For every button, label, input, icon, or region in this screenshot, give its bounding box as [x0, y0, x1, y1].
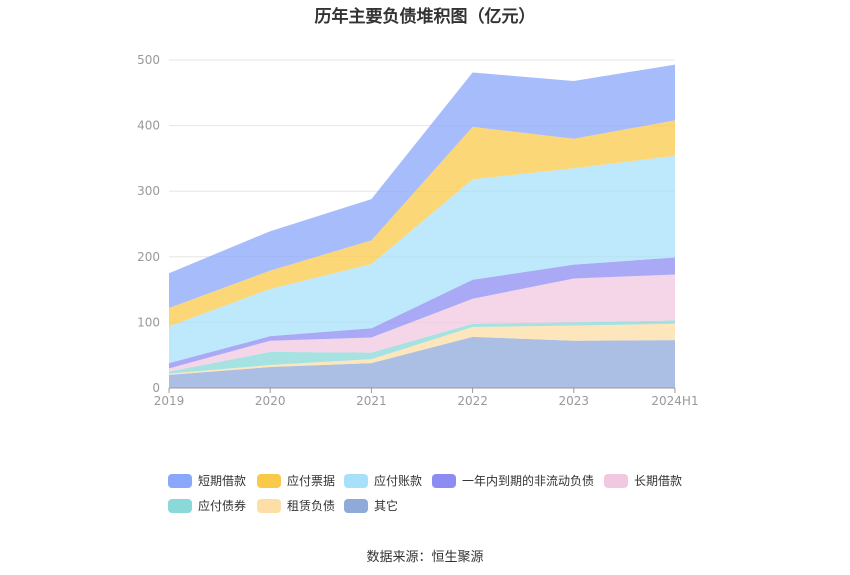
x-tick-label: 2024H1: [651, 394, 698, 408]
y-tick-label: 100: [137, 315, 160, 329]
area-series-6: [169, 120, 675, 327]
legend-label: 应付账款: [374, 474, 423, 488]
legend-item[interactable]: 应付账款: [344, 472, 422, 489]
legend-item[interactable]: 其它: [344, 497, 398, 514]
x-tick-label: 2022: [457, 394, 488, 408]
area-series-1: [169, 323, 675, 375]
x-tick-label: 2020: [255, 394, 286, 408]
legend-item[interactable]: 应付债券: [168, 497, 246, 514]
legend-swatch: [168, 498, 192, 513]
legend-label: 其它: [374, 499, 399, 513]
legend-item[interactable]: 租赁负债: [257, 497, 335, 514]
legend-label: 长期借款: [634, 474, 683, 488]
x-tick-label: 2023: [559, 394, 590, 408]
chart-title: 历年主要负债堆积图（亿元）: [314, 7, 536, 27]
legend-label: 短期借款: [198, 474, 247, 488]
x-tick-label: 2019: [154, 394, 185, 408]
legend-swatch: [257, 498, 281, 513]
legend-label: 租赁负债: [287, 499, 336, 513]
x-tick-label: 2021: [356, 394, 387, 408]
legend-item[interactable]: 长期借款: [604, 472, 682, 489]
legend-swatch: [168, 473, 192, 488]
legend-item[interactable]: 短期借款: [168, 472, 246, 489]
legend-swatch: [344, 473, 368, 488]
y-tick-label: 400: [137, 119, 160, 133]
legend-item[interactable]: 一年内到期的非流动负债: [432, 472, 594, 489]
legend-swatch: [344, 498, 368, 513]
legend-swatch: [604, 473, 628, 488]
legend-item[interactable]: 应付票据: [257, 472, 335, 489]
area-series-5: [169, 155, 675, 364]
legend-swatch: [432, 473, 456, 488]
area-series-7: [169, 64, 675, 308]
area-series-2: [169, 320, 675, 374]
area-series-3: [169, 274, 675, 372]
y-tick-label: 300: [137, 184, 160, 198]
y-tick-label: 200: [137, 250, 160, 264]
y-tick-label: 500: [137, 53, 160, 67]
data-source-note: 数据来源：恒生聚源: [366, 550, 484, 565]
legend-label: 应付票据: [287, 474, 336, 488]
y-tick-label: 0: [152, 381, 160, 395]
legend-label: 应付债券: [198, 499, 247, 513]
area-series-0: [169, 336, 675, 388]
legend-label: 一年内到期的非流动负债: [462, 474, 595, 488]
legend-swatch: [257, 473, 281, 488]
area-series-4: [169, 257, 675, 369]
